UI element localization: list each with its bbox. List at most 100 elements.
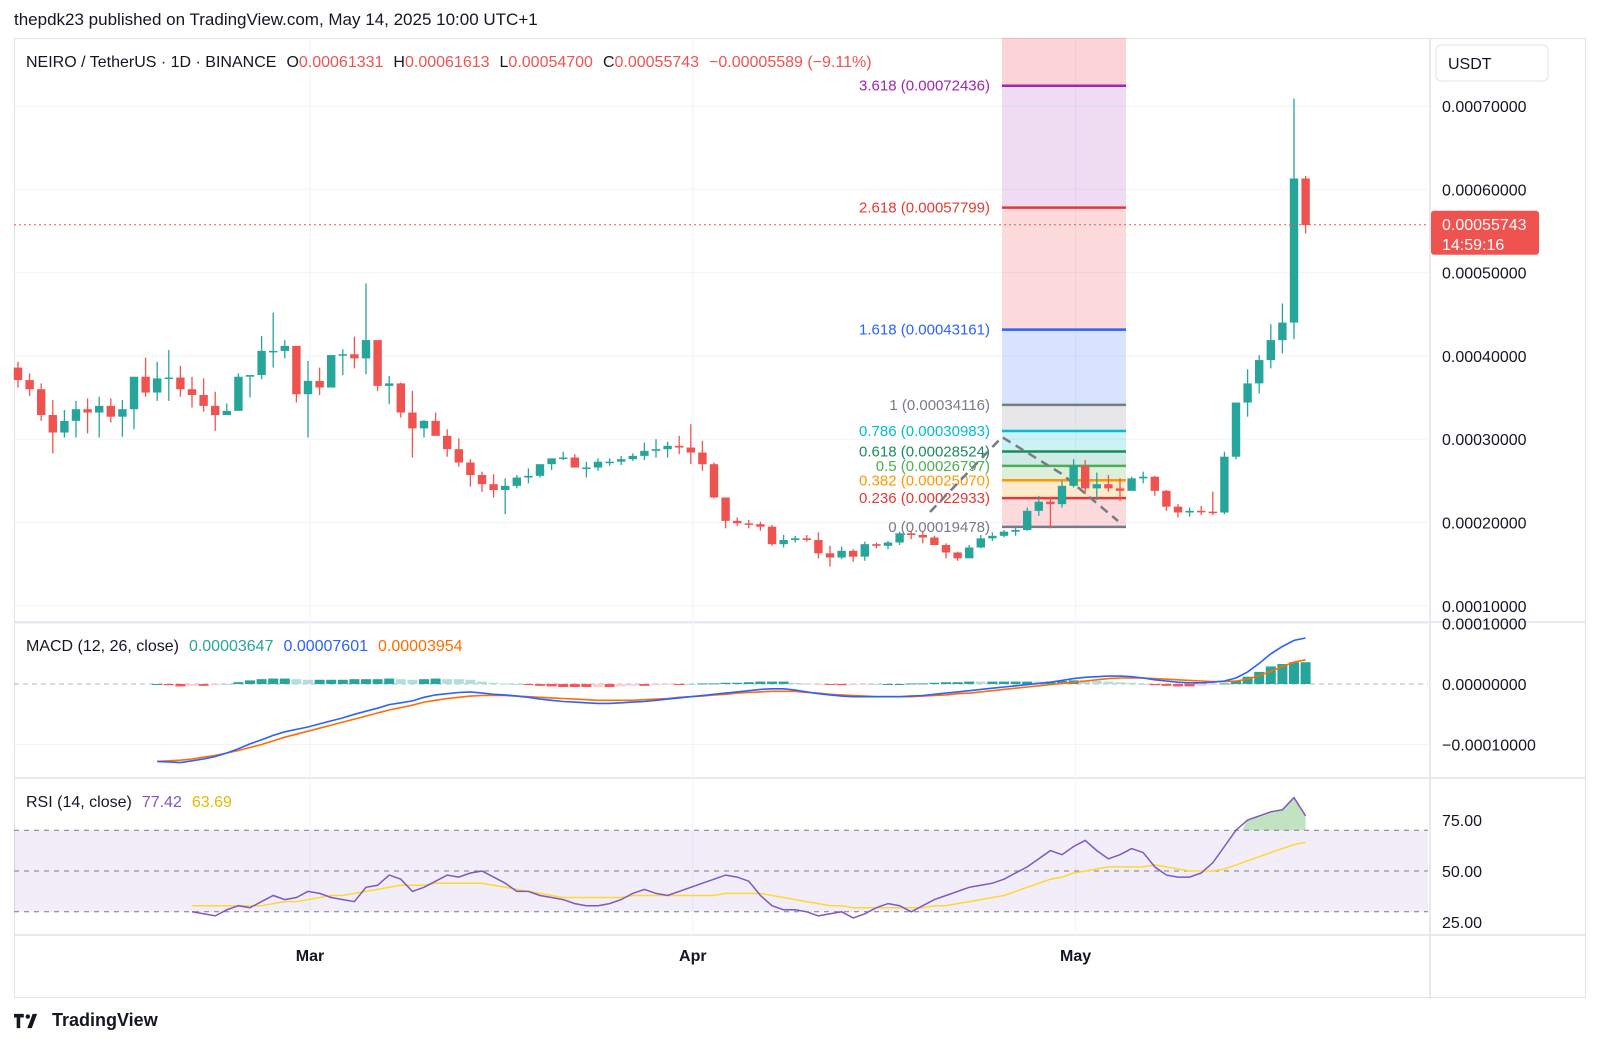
macd-histogram-bar <box>546 684 557 687</box>
ohlc-o-label: O <box>286 54 298 71</box>
candle-body <box>895 533 904 543</box>
candle-body <box>1197 510 1206 513</box>
macd-histogram-bar <box>697 683 708 685</box>
macd-histogram-bar <box>651 684 661 686</box>
macd-histogram-bar <box>361 679 371 684</box>
macd-histogram-bar <box>372 679 383 684</box>
macd-histogram-bar <box>395 679 406 684</box>
rsi-legend-value: 77.42 <box>142 794 182 811</box>
y-axis-tick-label: 0.00070000 <box>1442 99 1527 116</box>
candle-body <box>350 354 359 359</box>
candle-body <box>1046 501 1055 505</box>
fib-band <box>1002 465 1126 481</box>
candle-body <box>141 376 150 393</box>
macd-histogram-bar <box>453 679 464 684</box>
candle-body <box>791 538 800 540</box>
candle-body <box>744 523 753 525</box>
last-price-badge <box>1431 210 1539 255</box>
fib-band <box>1002 329 1126 405</box>
candle-body <box>303 380 313 395</box>
macd-histogram-bar <box>349 679 360 684</box>
candle-body <box>408 412 417 429</box>
macd-histogram-bar <box>917 683 928 685</box>
macd-histogram-bar <box>419 679 429 684</box>
candle-body <box>153 378 162 393</box>
macd-histogram-bar <box>175 684 186 687</box>
candle-body <box>941 544 951 553</box>
macd-histogram-bar <box>674 684 685 685</box>
fib-level-label: 0 (0.00019478) <box>888 519 990 536</box>
macd-histogram-bar <box>627 684 638 686</box>
macd-histogram-bar <box>859 684 870 685</box>
candle-body <box>593 461 603 468</box>
macd-histogram-bar <box>1091 680 1102 684</box>
fib-level-label: 0.786 (0.00030983) <box>859 423 990 440</box>
macd-histogram-bar <box>569 684 580 688</box>
macd-histogram-bar <box>511 684 522 685</box>
candle-body <box>570 457 579 468</box>
candle-body <box>361 340 371 359</box>
candle-body <box>373 340 382 386</box>
macd-histogram-bar <box>871 684 882 685</box>
macd-histogram-bar <box>477 681 487 684</box>
macd-histogram-bar <box>964 681 975 684</box>
candle-body <box>454 449 463 463</box>
macd-histogram-bar <box>662 684 673 685</box>
macd-histogram-bar <box>1173 684 1183 687</box>
macd-histogram-bar <box>1254 671 1265 684</box>
y-axis-tick-label: 0.00030000 <box>1442 432 1527 449</box>
macd-histogram-bar <box>929 682 940 684</box>
macd-histogram-bar <box>337 679 348 684</box>
rsi-y-tick-label: 25.00 <box>1442 915 1482 932</box>
candle-body <box>1081 465 1090 489</box>
macd-histogram-bar <box>1057 680 1067 684</box>
candle-body <box>245 375 255 377</box>
macd-histogram-bar <box>1219 683 1230 685</box>
candle-body <box>686 447 695 453</box>
fib-band <box>1002 85 1126 208</box>
macd-histogram-bar <box>442 679 453 684</box>
macd-legend-value: 0.00007601 <box>283 638 368 655</box>
candle-body <box>292 345 301 395</box>
macd-histogram-bar <box>709 683 719 685</box>
macd-signal-line <box>157 659 1306 763</box>
macd-histogram-bar <box>906 683 917 685</box>
y-axis-tick-label: 0.00050000 <box>1442 266 1527 283</box>
macd-histogram-bar <box>256 679 267 684</box>
candle-body <box>199 395 208 406</box>
macd-histogram-bar <box>975 681 986 684</box>
candle-body <box>907 533 916 535</box>
macd-histogram-bar <box>825 684 835 685</box>
candle-body <box>385 383 394 386</box>
candle-body <box>1255 360 1264 384</box>
candle-body <box>489 484 498 491</box>
candle-body <box>1034 501 1043 511</box>
ohlc-open-value: 0.00061331 <box>299 54 384 71</box>
ohlc-l-label: L <box>500 54 509 71</box>
candle-body <box>675 445 684 448</box>
candle-body <box>605 461 614 464</box>
candle-body <box>1208 511 1217 514</box>
candle-body <box>582 467 591 470</box>
macd-histogram-bar <box>465 679 476 684</box>
fib-level-label: 0.382 (0.00025070) <box>859 472 990 489</box>
macd-legend-label: MACD (12, 26, close) <box>26 638 179 655</box>
macd-histogram-bar <box>1265 666 1276 684</box>
macd-histogram-bar <box>883 684 893 685</box>
fib-band <box>1002 207 1126 330</box>
candle-body <box>524 475 533 478</box>
candle-body <box>431 420 440 436</box>
candle-body <box>477 475 487 485</box>
macd-histogram-bar <box>279 678 290 684</box>
candle-body <box>164 377 173 380</box>
candle-body <box>1231 402 1241 457</box>
macd-histogram-bar <box>685 684 696 685</box>
macd-histogram-bar <box>558 684 569 688</box>
macd-histogram-bar <box>790 682 801 684</box>
footer-brand-label: TradingView <box>52 1010 158 1030</box>
macd-histogram-bar <box>732 682 743 684</box>
candle-body <box>280 345 289 351</box>
candle-body <box>651 449 661 451</box>
macd-histogram-bar <box>430 678 441 684</box>
